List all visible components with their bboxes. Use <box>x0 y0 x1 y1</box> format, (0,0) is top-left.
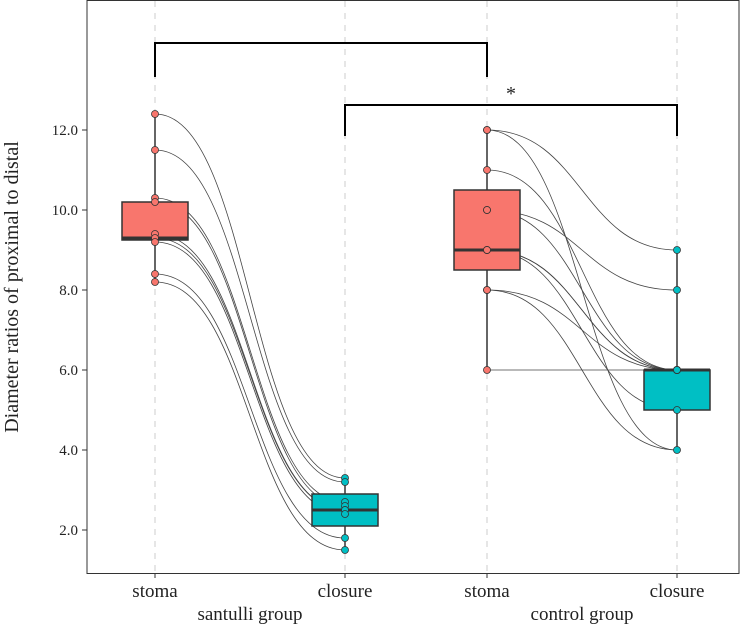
data-point <box>483 126 491 134</box>
data-point <box>483 206 491 214</box>
pair-line <box>486 289 678 371</box>
data-point <box>341 510 349 518</box>
data-point <box>341 478 349 486</box>
data-point <box>151 238 159 246</box>
data-point <box>341 546 349 554</box>
data-point <box>151 278 159 286</box>
pair-line <box>154 197 346 503</box>
pair-line <box>154 273 346 539</box>
x-tick-label: stoma <box>132 581 178 602</box>
pair-line <box>486 169 678 371</box>
pair-line <box>486 129 678 251</box>
data-point <box>341 534 349 542</box>
y-tick-label: 8.0 <box>59 283 78 299</box>
data-point <box>673 246 681 254</box>
data-point <box>483 286 491 294</box>
pair-line <box>154 113 346 479</box>
bracket-controls <box>344 104 678 136</box>
pair-line <box>154 233 346 511</box>
x-tick-label: closure <box>318 581 373 602</box>
data-point <box>673 446 681 454</box>
significance-star: * <box>506 83 516 105</box>
data-point <box>483 246 491 254</box>
data-point <box>673 406 681 414</box>
data-point <box>483 166 491 174</box>
y-tick-label: 6.0 <box>59 363 78 379</box>
data-point <box>151 198 159 206</box>
pair-line <box>154 149 346 483</box>
y-tick-label: 10.0 <box>52 203 78 219</box>
y-axis-label: Diameter ratios of proximal to distal <box>1 141 23 433</box>
x-tick-label: closure <box>650 581 705 602</box>
x-tick-label: stoma <box>464 581 510 602</box>
data-point <box>673 286 681 294</box>
y-tick-label: 4.0 <box>59 443 78 459</box>
pair-line <box>154 201 346 507</box>
pair-line <box>154 241 346 515</box>
data-point <box>483 366 491 374</box>
pair-line <box>154 237 346 511</box>
y-tick-label: 12.0 <box>52 123 78 139</box>
data-point <box>151 270 159 278</box>
plot-frame <box>86 0 740 574</box>
data-point <box>151 146 159 154</box>
pair-line <box>154 281 346 551</box>
y-tick-label: 2.0 <box>59 523 78 539</box>
data-point <box>151 110 159 118</box>
group-label-santulli: santulli group <box>197 604 302 625</box>
group-label-control: control group <box>531 604 634 625</box>
data-point <box>673 366 681 374</box>
box-closure <box>643 369 711 411</box>
box-stoma <box>453 189 521 271</box>
bracket-groups <box>154 42 488 77</box>
